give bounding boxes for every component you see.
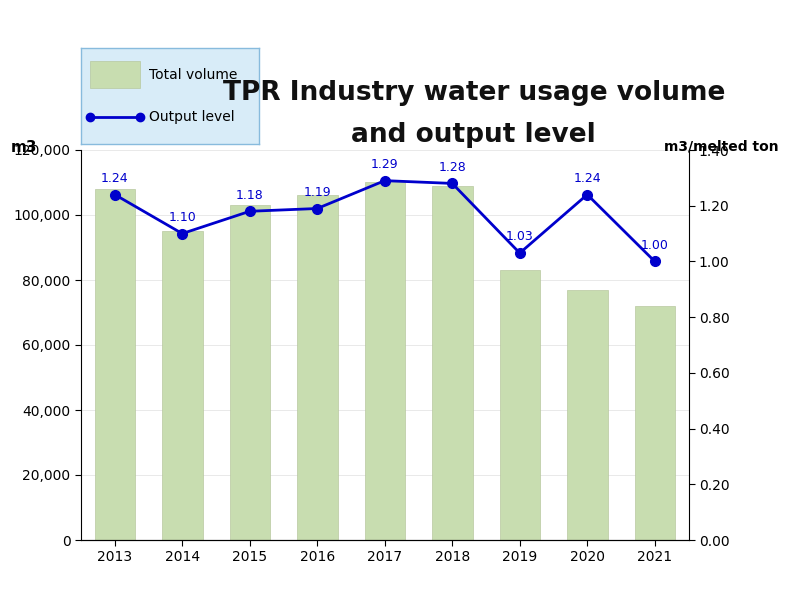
Text: 1.18: 1.18 — [236, 188, 263, 202]
Bar — [162, 231, 202, 540]
Text: 1.00: 1.00 — [641, 239, 669, 252]
Text: 1.24: 1.24 — [101, 172, 129, 185]
Text: Total volume: Total volume — [149, 68, 237, 82]
Text: TPR Industry water usage volume: TPR Industry water usage volume — [223, 80, 725, 106]
Text: Output level: Output level — [149, 110, 234, 124]
Bar — [634, 306, 675, 540]
Bar — [500, 270, 540, 540]
Text: 1.19: 1.19 — [304, 186, 331, 199]
Text: 1.03: 1.03 — [506, 230, 534, 244]
Bar — [567, 290, 608, 540]
Text: 1.29: 1.29 — [371, 158, 399, 171]
Bar — [297, 196, 338, 540]
Text: 1.28: 1.28 — [438, 161, 466, 174]
Text: m3: m3 — [11, 139, 37, 154]
Bar — [364, 182, 405, 540]
Bar — [229, 205, 270, 540]
Bar — [432, 186, 472, 540]
Text: m3/melted ton: m3/melted ton — [663, 140, 778, 154]
FancyBboxPatch shape — [90, 61, 140, 88]
Text: and output level: and output level — [352, 122, 596, 148]
Text: 1.10: 1.10 — [168, 211, 196, 224]
Bar — [95, 189, 135, 540]
Text: 1.24: 1.24 — [573, 172, 601, 185]
